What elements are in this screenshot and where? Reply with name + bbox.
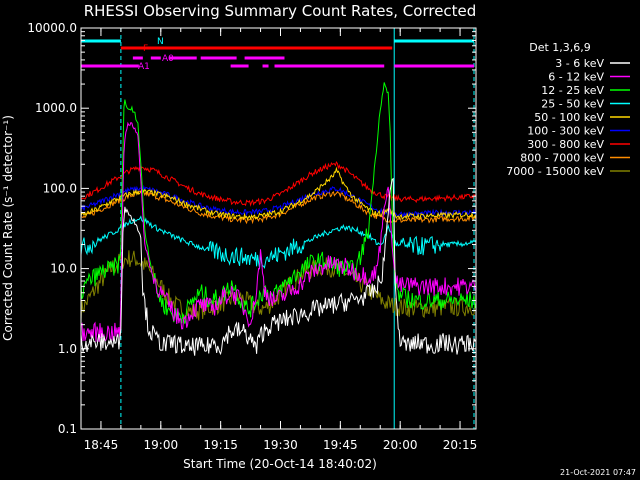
legend-label-3: 25 - 50 keV — [541, 98, 604, 111]
y-tick-label-1: 1.0 — [58, 342, 77, 356]
flag-bar-attenuator1-4 — [274, 64, 385, 68]
flag-label-attenuator0: A0 — [162, 54, 174, 64]
flag-bar-attenuator0-4 — [244, 56, 285, 60]
x-tick-label-0: 18:45 — [84, 438, 119, 452]
series-line-7000-15000keV — [81, 250, 476, 322]
chart-title: RHESSI Observing Summary Count Rates, Co… — [84, 2, 477, 20]
flag-bar-attenuator1-0 — [81, 64, 121, 68]
flag-bar-attenuator0-3 — [200, 56, 237, 60]
flag-bar-night-0 — [81, 39, 121, 43]
series-line-100-300keV — [81, 184, 476, 219]
plot-frame — [80, 27, 477, 430]
flag-bar-night-1 — [394, 39, 475, 43]
y-axis-label: Corrected Count Rate (s⁻¹ detector⁻¹) — [1, 115, 15, 341]
legend-label-6: 300 - 800 keV — [527, 138, 604, 151]
y-tick-label-5: 10000.0 — [27, 21, 77, 35]
y-tick-label-4: 1000.0 — [35, 101, 77, 115]
flag-label-attenuator1: A1 — [138, 62, 150, 72]
timestamp: 21-Oct-2021 07:47 — [560, 468, 636, 477]
legend-title: Det 1,3,6,9 — [529, 41, 591, 54]
flag-bar-attenuator1-5 — [394, 64, 475, 68]
legend-label-7: 800 - 7000 keV — [520, 152, 604, 165]
legend-label-8: 7000 - 15000 keV — [506, 165, 604, 178]
flag-bar-flare-0 — [120, 46, 393, 50]
x-tick-label-1: 19:00 — [144, 438, 179, 452]
legend-label-1: 6 - 12 keV — [548, 71, 604, 84]
legend-label-0: 3 - 6 keV — [555, 57, 604, 70]
flag-bar-attenuator1-2 — [230, 64, 249, 68]
series-line-6-12keV — [81, 121, 476, 342]
series-line-25-50keV — [81, 215, 476, 270]
x-tick-label-5: 20:00 — [383, 438, 418, 452]
y-tick-label-2: 10.0 — [50, 262, 77, 276]
flag-label-night: N — [157, 37, 164, 47]
x-tick-label-2: 19:15 — [203, 438, 238, 452]
y-tick-label-0: 0.1 — [58, 422, 77, 436]
flag-bar-attenuator0-2 — [168, 56, 197, 60]
flag-bar-attenuator1-1 — [120, 64, 139, 68]
legend-label-4: 50 - 100 keV — [534, 111, 604, 124]
series-line-3-6keV — [81, 177, 476, 356]
legend-label-5: 100 - 300 keV — [527, 125, 604, 138]
x-tick-label-6: 20:15 — [443, 438, 478, 452]
flag-bar-attenuator0-1 — [150, 56, 161, 60]
flag-label-flare: F — [143, 44, 148, 54]
flag-bar-attenuator1-3 — [262, 64, 269, 68]
series-line-300-800keV — [81, 161, 476, 207]
series-line-50-100keV — [81, 166, 476, 221]
x-axis-label: Start Time (20-Oct-14 18:40:02) — [183, 457, 377, 471]
flag-bar-attenuator0-0 — [132, 56, 143, 60]
legend-label-2: 12 - 25 keV — [541, 84, 604, 97]
x-tick-label-3: 19:30 — [263, 438, 298, 452]
x-tick-label-4: 19:45 — [323, 438, 358, 452]
y-tick-label-3: 100.0 — [43, 181, 77, 195]
series-line-12-25keV — [81, 82, 476, 324]
plot-area — [81, 28, 476, 429]
